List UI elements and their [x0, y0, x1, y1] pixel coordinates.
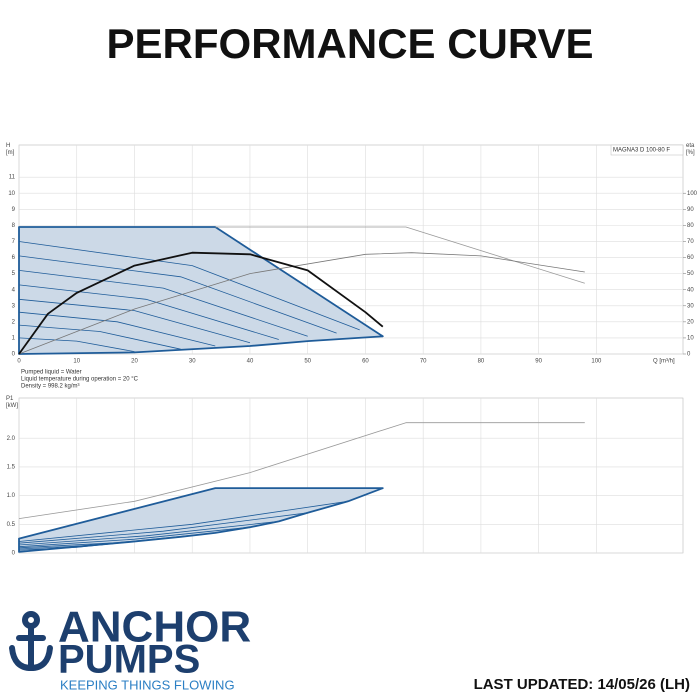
- y-tick-label: 9: [12, 207, 16, 213]
- x-tick-label: 90: [535, 359, 542, 365]
- y2-tick-label: 70: [687, 239, 694, 245]
- y2-tick-label: 0: [687, 352, 691, 358]
- y-tick-label: 3: [12, 303, 16, 309]
- y2-tick-label: 90: [687, 207, 694, 213]
- x-tick-label: 60: [362, 359, 369, 365]
- curve: [18, 324, 181, 350]
- curve: [18, 252, 585, 355]
- curve: [18, 512, 308, 544]
- page-title: PERFORMANCE CURVE: [107, 20, 594, 67]
- y2-tick-label: 30: [687, 303, 694, 309]
- x-tick-label: 0: [17, 359, 21, 365]
- y-tick-label: 0: [12, 352, 16, 358]
- y-tick-label: 8: [12, 223, 16, 229]
- curve: [18, 255, 337, 334]
- x-tick-label: 30: [189, 359, 196, 365]
- model-box: [610, 144, 684, 156]
- y-axis-label: P1 [kW]: [6, 396, 18, 409]
- y-tick-label: 1.0: [7, 493, 16, 499]
- curve: [18, 500, 349, 542]
- y-tick-label: 2: [12, 319, 16, 325]
- charts: 0 10 20 30 40 50 60 70 80 90 100 0 1 2 3 4 5 6 7 8 9 10 11 0 10 2…: [6, 143, 698, 557]
- y-tick-label: 6: [12, 255, 16, 261]
- logo-icon: [9, 611, 53, 672]
- y-tick-label: 5: [12, 271, 16, 277]
- x-tick-label: 100: [591, 359, 602, 365]
- y-tick-label: 7: [12, 239, 16, 245]
- curve: [18, 541, 135, 551]
- y-tick-label: 10: [8, 191, 15, 197]
- curve: [215, 226, 585, 284]
- curve: [18, 284, 279, 340]
- annotation: Liquid temperature during operation = 20…: [21, 377, 139, 383]
- brand-bottom: PUMPS: [58, 638, 200, 682]
- x-tick-label: 40: [247, 359, 254, 365]
- y-tick-label: 11: [9, 175, 16, 181]
- y-tick-label: 1: [12, 336, 16, 342]
- area: [18, 226, 384, 355]
- model-label: MAGNA3 D 100-80 F: [613, 148, 670, 154]
- brand-top: ANCHOR: [58, 603, 251, 652]
- annotation: Pumped liquid = Water: [21, 370, 82, 376]
- x-tick-label: 70: [420, 359, 427, 365]
- y-axis-label: H [m]: [6, 143, 15, 156]
- last-updated: LAST UPDATED: 14/05/26 (LH): [474, 676, 690, 693]
- y2-axis-label: eta [%]: [686, 143, 695, 156]
- curve: [18, 521, 279, 546]
- curve: [18, 251, 384, 355]
- x-axis-label: Q [m³/h]: [653, 359, 675, 365]
- y2-tick-label: 20: [687, 319, 694, 325]
- x-tick-label: 10: [73, 359, 80, 365]
- curve: [18, 526, 251, 548]
- y2-tick-label: 60: [687, 255, 694, 261]
- curve: [18, 311, 216, 347]
- tagline: KEEPING THINGS FLOWING: [60, 677, 235, 692]
- y2-tick-label: 40: [687, 287, 694, 293]
- y2-tick-label: 100: [687, 191, 698, 197]
- y2-tick-label: 80: [687, 223, 694, 229]
- y2-tick-label: 50: [687, 271, 694, 277]
- curve: [18, 337, 135, 352]
- annotation: Density = 998.2 kg/m³: [21, 384, 80, 390]
- y-tick-label: 4: [12, 287, 16, 293]
- y-tick-label: 2.0: [7, 436, 16, 442]
- curve: [18, 532, 216, 549]
- y-tick-label: 1.5: [7, 464, 16, 470]
- y-tick-label: 0: [12, 551, 16, 557]
- x-tick-label: 50: [304, 359, 311, 365]
- y-tick-label: 0.5: [7, 522, 16, 528]
- curve: [18, 270, 308, 337]
- x-tick-label: 20: [131, 359, 138, 365]
- curve: [18, 422, 585, 519]
- y2-tick-label: 10: [687, 336, 694, 342]
- curve: [18, 241, 360, 331]
- x-tick-label: 80: [478, 359, 485, 365]
- curve: [18, 298, 251, 344]
